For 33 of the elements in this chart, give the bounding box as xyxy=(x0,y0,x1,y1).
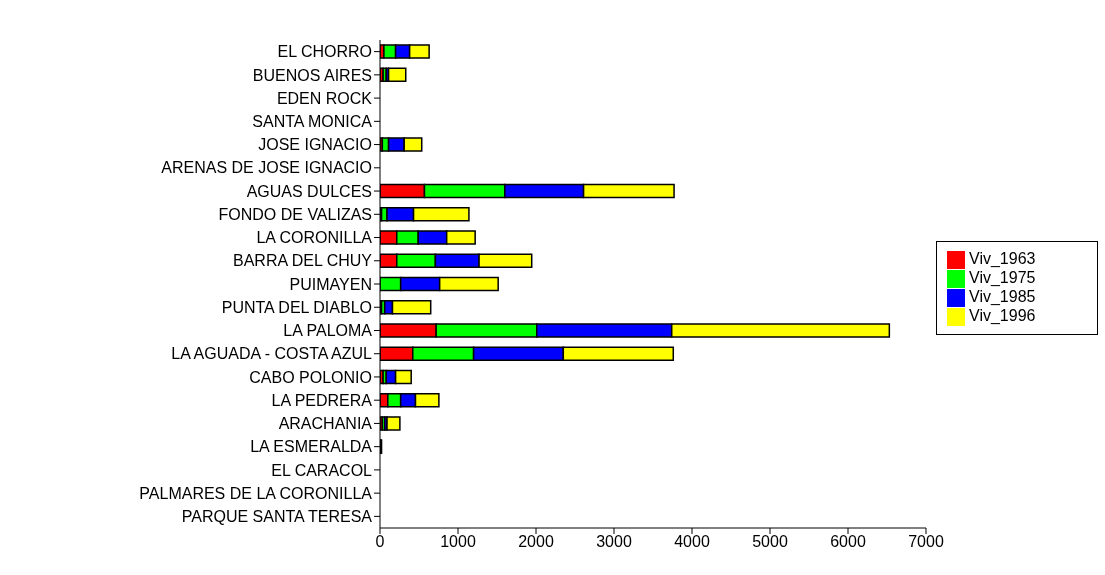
y-tick-label: EL CARACOL xyxy=(271,461,373,479)
y-tick-label: BUENOS AIRES xyxy=(252,66,372,84)
y-tick-label: PUNTA DEL DIABLO xyxy=(221,298,372,316)
x-tick-label: 6000 xyxy=(830,533,866,551)
legend-label: Viv_1963 xyxy=(969,250,1036,268)
y-tick-label: FONDO DE VALIZAS xyxy=(218,205,372,223)
legend-label: Viv_1996 xyxy=(969,306,1036,324)
y-tick-label: AGUAS DULCES xyxy=(246,182,372,200)
x-tick-label: 4000 xyxy=(674,533,710,551)
x-tick-label: 5000 xyxy=(752,533,788,551)
y-tick-label: LA ESMERALDA xyxy=(250,438,373,456)
y-tick-label: LA PALOMA xyxy=(283,322,373,340)
y-tick-label: PUIMAYEN xyxy=(289,275,372,293)
y-tick-label: LA CORONILLA xyxy=(256,229,373,247)
y-tick-label: PARQUE SANTA TERESA xyxy=(181,508,373,526)
x-tick-label: 7000 xyxy=(908,533,944,551)
x-tick-label: 0 xyxy=(375,533,385,551)
y-tick-label: EL CHORRO xyxy=(277,43,372,61)
y-tick-label: ARENAS DE JOSE IGNACIO xyxy=(161,159,372,177)
x-tick-label: 1000 xyxy=(440,533,476,551)
y-tick-label: LA PEDRERA xyxy=(271,391,373,409)
y-tick-label: LA AGUADA - COSTA AZUL xyxy=(171,345,373,363)
y-tick-label: PALMARES DE LA CORONILLA xyxy=(139,484,373,502)
x-tick-label: 2000 xyxy=(518,533,554,551)
y-tick-label: JOSE IGNACIO xyxy=(258,136,372,154)
y-tick-label: EDEN ROCK xyxy=(276,89,373,107)
y-tick-label: ARACHANIA xyxy=(278,415,373,433)
y-tick-label: SANTA MONICA xyxy=(252,113,373,131)
legend-label: Viv_1985 xyxy=(969,288,1036,305)
legend-label: Viv_1975 xyxy=(969,269,1036,287)
y-tick-label: BARRA DEL CHUY xyxy=(233,252,373,270)
y-tick-label: CABO POLONIO xyxy=(249,368,372,386)
x-tick-label: 3000 xyxy=(596,533,632,551)
